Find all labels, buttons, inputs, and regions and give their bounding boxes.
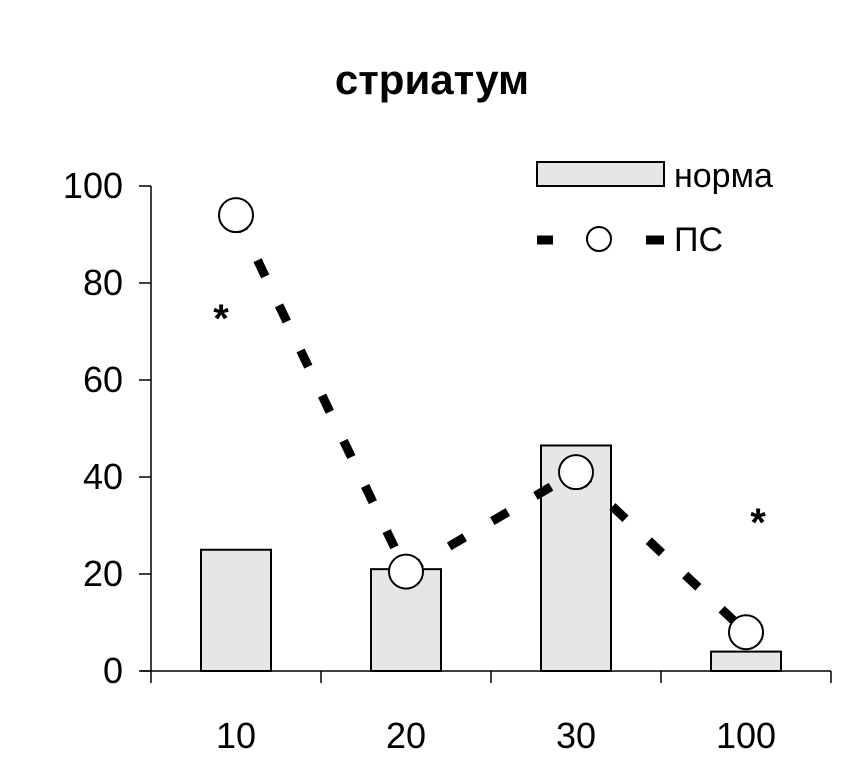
significance-asterisk: *	[750, 501, 766, 545]
bar	[200, 548, 272, 672]
legend-swatch-bar	[536, 161, 665, 187]
legend-swatch-marker	[586, 226, 612, 252]
line-segment	[572, 468, 750, 636]
legend: норма ПС	[536, 157, 773, 259]
y-tick-label: 40	[83, 456, 123, 497]
x-tick-label: 10	[216, 715, 256, 756]
bar	[710, 650, 782, 672]
y-tick-label: 0	[103, 650, 123, 691]
y-tick-label: 20	[83, 553, 123, 594]
y-tick-label: 80	[83, 262, 123, 303]
legend-label-line: ПС	[674, 221, 723, 259]
y-tick-label: 100	[63, 165, 123, 206]
line-marker	[218, 197, 254, 234]
line-marker	[728, 614, 764, 651]
significance-asterisk: *	[213, 297, 229, 341]
x-tick-label: 20	[386, 715, 426, 756]
chart-title: стриатум	[335, 56, 529, 103]
line-segment	[403, 468, 579, 576]
line-marker	[388, 553, 424, 590]
y-tick-label: 60	[83, 359, 123, 400]
bars	[200, 444, 782, 673]
axes: 0 20 40 60 80 100 10 20 30 100	[63, 165, 832, 756]
x-tick-label: 30	[556, 715, 596, 756]
x-tick-label: 100	[716, 715, 776, 756]
line-series	[218, 197, 764, 651]
line-segment	[231, 213, 411, 574]
legend-label-bar: норма	[674, 157, 773, 195]
line-marker	[558, 454, 594, 491]
annotations: **	[213, 297, 766, 545]
